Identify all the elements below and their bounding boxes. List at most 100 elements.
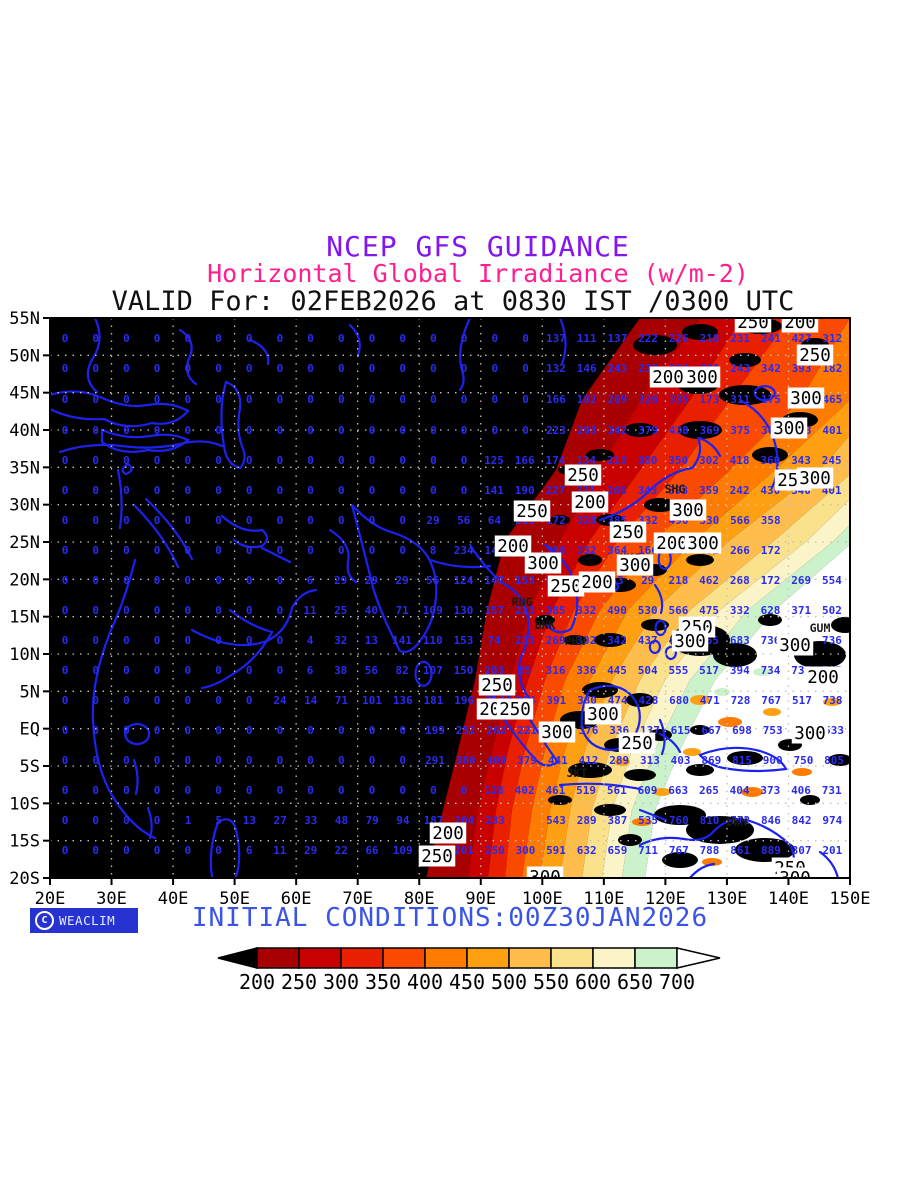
grid-value: 166 bbox=[515, 454, 535, 467]
grid-value: 0 bbox=[338, 454, 345, 467]
lat-tick-label: 50N bbox=[9, 346, 40, 366]
coastlines bbox=[58, 440, 224, 454]
copyright-icon: C bbox=[35, 911, 54, 930]
grid-value: 266 bbox=[607, 484, 627, 497]
grid-value: 0 bbox=[123, 544, 130, 557]
grid-value: 428 bbox=[638, 694, 658, 707]
grid-value: 0 bbox=[184, 514, 191, 527]
grid-value: 788 bbox=[700, 844, 720, 857]
contour-label: 250 bbox=[550, 577, 582, 597]
grid-value: 0 bbox=[62, 424, 69, 437]
grid-value: 0 bbox=[369, 362, 376, 375]
grid-value: 0 bbox=[154, 544, 161, 557]
coastlines bbox=[458, 318, 472, 392]
grid-value: 465 bbox=[822, 393, 842, 406]
contour-label: 300 bbox=[686, 368, 718, 388]
grid-value: 358 bbox=[761, 514, 781, 527]
contour-label: 250 bbox=[516, 502, 548, 522]
contour-label-box bbox=[547, 575, 585, 597]
lat-tick-label: 5S bbox=[20, 757, 40, 777]
contour-label: 300 bbox=[619, 556, 651, 576]
grid-value: 291 bbox=[425, 754, 445, 767]
grid-value: 33 bbox=[304, 814, 317, 827]
grid-value: 0 bbox=[215, 694, 222, 707]
grid-value: 0 bbox=[92, 664, 99, 677]
grid-value: 5 bbox=[215, 814, 222, 827]
grid-value: 810 bbox=[700, 814, 720, 827]
grid-value: 29 bbox=[304, 844, 317, 857]
colorbar-segment bbox=[634, 947, 678, 969]
lon-tick-label: 50E bbox=[219, 889, 250, 909]
grid-value: 0 bbox=[399, 514, 406, 527]
grid-value: 0 bbox=[399, 724, 406, 737]
colorbar-tick-label: 400 bbox=[407, 970, 443, 994]
grid-value: 0 bbox=[246, 424, 253, 437]
contour-label-box bbox=[683, 366, 721, 388]
grid-value: 0 bbox=[277, 484, 284, 497]
grid-value: 698 bbox=[732, 724, 752, 737]
grid-value: 0 bbox=[277, 514, 284, 527]
grid-value: 316 bbox=[546, 664, 566, 677]
grid-value: 0 bbox=[399, 424, 406, 437]
grid-value: 0 bbox=[123, 362, 130, 375]
cloud-blob bbox=[618, 834, 642, 846]
grid-value: 147 bbox=[484, 574, 504, 587]
grid-value: 0 bbox=[430, 393, 437, 406]
grid-value: 4 bbox=[307, 634, 314, 647]
lon-tick-label: 140E bbox=[768, 889, 809, 909]
lon-tick-label: 110E bbox=[583, 889, 624, 909]
grid-value: 0 bbox=[338, 393, 345, 406]
cloud-blob bbox=[682, 324, 718, 340]
contour-label: 200 bbox=[807, 668, 839, 688]
grid-value: 767 bbox=[761, 694, 781, 707]
grid-value: 0 bbox=[184, 484, 191, 497]
cloud-blob bbox=[686, 816, 754, 844]
grid-value: 201 bbox=[454, 844, 474, 857]
grid-value: 302 bbox=[699, 454, 719, 467]
contour-label-box bbox=[649, 366, 687, 388]
grid-value: 6 bbox=[307, 574, 314, 587]
contour-label-box bbox=[478, 674, 516, 696]
station-label: SHG bbox=[665, 482, 686, 496]
grid-value: 157 bbox=[484, 604, 504, 617]
contour-label-box bbox=[734, 318, 772, 333]
contour-label: 300 bbox=[687, 534, 719, 554]
grid-value: 328 bbox=[577, 514, 597, 527]
valid-time-line: VALID For: 02FEB2026 at 0830 IST /0300 U… bbox=[111, 286, 795, 317]
lat-tick-label: 10S bbox=[9, 794, 40, 814]
contour-label: 200 bbox=[784, 313, 816, 333]
grid-value: 0 bbox=[369, 484, 376, 497]
cloud-blob bbox=[828, 754, 850, 766]
lon-tick-label: 120E bbox=[645, 889, 686, 909]
grid-value: 680 bbox=[669, 694, 689, 707]
grid-value: 504 bbox=[638, 664, 658, 677]
cloud-blob bbox=[594, 633, 626, 647]
cloud-blob bbox=[644, 498, 676, 512]
grid-value: 0 bbox=[277, 332, 284, 345]
grid-value: 0 bbox=[246, 634, 253, 647]
grid-value: 387 bbox=[607, 814, 627, 827]
lat-tick-label: 35N bbox=[9, 458, 40, 478]
grid-value: 269 bbox=[546, 634, 566, 647]
grid-value: 0 bbox=[184, 574, 191, 587]
grid-value: 0 bbox=[215, 484, 222, 497]
contour-label: 250 bbox=[567, 466, 599, 486]
grid-value: 667 bbox=[701, 724, 721, 737]
coastlines bbox=[190, 588, 318, 647]
grid-value: 517 bbox=[792, 694, 812, 707]
grid-value: 427 bbox=[792, 332, 812, 345]
grid-value: 0 bbox=[154, 424, 161, 437]
grid-value: 6 bbox=[307, 664, 314, 677]
irradiance-band-350 bbox=[505, 318, 850, 878]
coastlines bbox=[260, 546, 292, 564]
cloud-blob bbox=[624, 423, 656, 437]
grid-value: 404 bbox=[730, 784, 750, 797]
grid-value: 0 bbox=[154, 604, 161, 617]
grid-value: 0 bbox=[246, 724, 253, 737]
lat-tick-label: 5N bbox=[20, 682, 40, 702]
grid-value: 153 bbox=[454, 634, 474, 647]
grid-value: 265 bbox=[699, 784, 719, 797]
colorbar-tick-label: 450 bbox=[449, 970, 485, 994]
grid-value: 561 bbox=[607, 784, 627, 797]
grid-value: 0 bbox=[62, 514, 69, 527]
